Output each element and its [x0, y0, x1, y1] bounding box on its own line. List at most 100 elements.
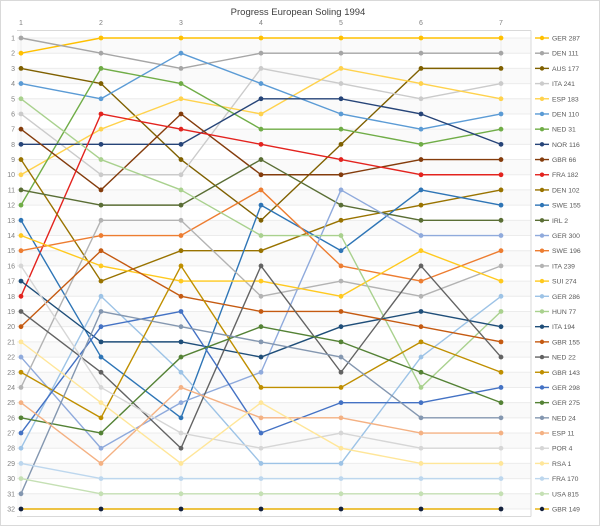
y-tick-label: 3: [11, 66, 15, 73]
y-tick-label: 20: [7, 324, 15, 331]
series-marker-nor-116: [178, 141, 184, 147]
series-marker-ger-286: [338, 461, 344, 466]
series-ger-300: [18, 187, 504, 451]
legend-marker-icon: [539, 309, 545, 314]
series-marker-ita-241: [498, 81, 504, 86]
series-marker-aus-177: [418, 65, 424, 71]
chart-title: Progress European Soling 1994: [231, 7, 366, 18]
legend-item-aus-177: AUS 177: [535, 66, 579, 73]
series-sui-274: [18, 233, 504, 299]
series-marker-fra-182: [418, 172, 424, 178]
legend-marker-icon: [539, 248, 545, 253]
y-tick-label: 19: [7, 309, 15, 316]
series-marker-den-102: [258, 248, 264, 254]
legend-marker-icon: [539, 324, 545, 329]
legend-label: HUN 77: [552, 309, 576, 316]
legend-marker-icon: [539, 491, 545, 497]
series-marker-ned-22: [258, 263, 264, 269]
x-tick-label: 3: [179, 20, 183, 27]
series-marker-ita-194: [338, 324, 344, 330]
legend-marker-icon: [539, 430, 545, 436]
y-tick-label: 30: [7, 476, 15, 483]
y-tick-label: 29: [7, 461, 15, 468]
series-marker-rsa-1: [98, 400, 104, 406]
legend-label: NOR 116: [552, 142, 580, 149]
series-marker-ger-275: [338, 339, 344, 345]
series-marker-esp-183: [258, 111, 264, 117]
y-tick-label: 22: [7, 355, 15, 362]
series-marker-ita-241: [98, 172, 104, 178]
legend-item-irl-2: IRL 2: [535, 218, 568, 225]
series-marker-irl-2: [258, 157, 264, 162]
series-marker-ned-24: [258, 339, 264, 345]
series-marker-den-110: [258, 81, 264, 86]
series-usa-815: [18, 476, 504, 497]
legend-item-sui-274: SUI 274: [535, 279, 577, 286]
series-marker-fra-170: [498, 476, 504, 482]
series-marker-sui-274: [98, 263, 104, 269]
series-marker-hun-77: [258, 233, 264, 238]
x-tick-label: 7: [499, 20, 503, 27]
legend-label: DEN 111: [552, 51, 579, 58]
series-irl-2: [18, 157, 504, 223]
series-marker-rsa-1: [498, 461, 504, 466]
legend-item-fra-182: FRA 182: [535, 172, 579, 179]
series-marker-nor-116: [258, 96, 264, 102]
legend-label: GER 300: [552, 233, 580, 240]
series-esp-11: [18, 385, 504, 466]
legend-marker-icon: [539, 157, 545, 162]
series-marker-aus-177: [338, 141, 344, 147]
series-marker-swe-196: [418, 278, 424, 284]
legend-marker-icon: [539, 81, 545, 86]
legend-label: SUI 274: [552, 279, 577, 286]
y-tick-label: 7: [11, 127, 15, 134]
legend-item-ned-22: NED 22: [535, 355, 576, 362]
series-marker-ned-22: [418, 263, 424, 269]
series-swe-155: [18, 187, 504, 421]
series-marker-gbr-66: [338, 172, 344, 178]
series-marker-gbr-155: [338, 309, 344, 314]
series-marker-ger-300: [258, 369, 264, 375]
legend-label: GBR 66: [552, 157, 576, 164]
series-marker-ita-194: [498, 324, 504, 330]
series-marker-fra-182: [338, 157, 344, 162]
x-tick-label: 2: [99, 20, 103, 27]
series-marker-ger-287: [98, 35, 104, 41]
legend-item-ger-300: GER 300: [535, 233, 580, 240]
y-tick-label: 18: [7, 294, 15, 301]
series-marker-ger-275: [498, 400, 504, 406]
series-marker-esp-11: [498, 430, 504, 436]
series-marker-den-110: [498, 111, 504, 117]
series-marker-nor-116: [418, 111, 424, 117]
series-marker-esp-183: [418, 81, 424, 86]
legend-label: FRA 170: [552, 476, 579, 483]
series-marker-ned-24: [18, 491, 24, 497]
series-marker-aus-177: [18, 65, 24, 71]
legend-marker-icon: [539, 50, 545, 56]
series-ger-275: [18, 324, 504, 436]
legend-marker-icon: [539, 278, 545, 284]
row-band: [17, 38, 531, 54]
series-marker-den-110: [418, 126, 424, 132]
series-marker-ned-24: [498, 415, 504, 421]
legend-item-esp-11: ESP 11: [535, 431, 575, 438]
legend-label: FRA 182: [552, 172, 579, 179]
series-marker-fra-170: [258, 476, 264, 482]
series-marker-esp-183: [98, 126, 104, 132]
legend-label: GBR 149: [552, 507, 580, 514]
series-marker-ita-194: [258, 354, 264, 360]
series-marker-swe-196: [18, 248, 24, 254]
series-marker-usa-815: [98, 491, 104, 497]
legend-marker-icon: [539, 218, 545, 223]
series-marker-ger-300: [178, 400, 184, 406]
legend-marker-icon: [539, 111, 545, 117]
legend-label: NED 31: [552, 127, 576, 134]
series-marker-nor-116: [338, 96, 344, 102]
series-marker-ger-298: [98, 324, 104, 330]
series-marker-esp-183: [178, 96, 184, 102]
series-marker-nor-116: [498, 141, 504, 147]
legend-label: GBR 143: [552, 370, 580, 377]
legend-item-fra-170: FRA 170: [535, 476, 579, 483]
y-tick-label: 26: [7, 415, 15, 422]
series-marker-gbr-155: [258, 309, 264, 314]
